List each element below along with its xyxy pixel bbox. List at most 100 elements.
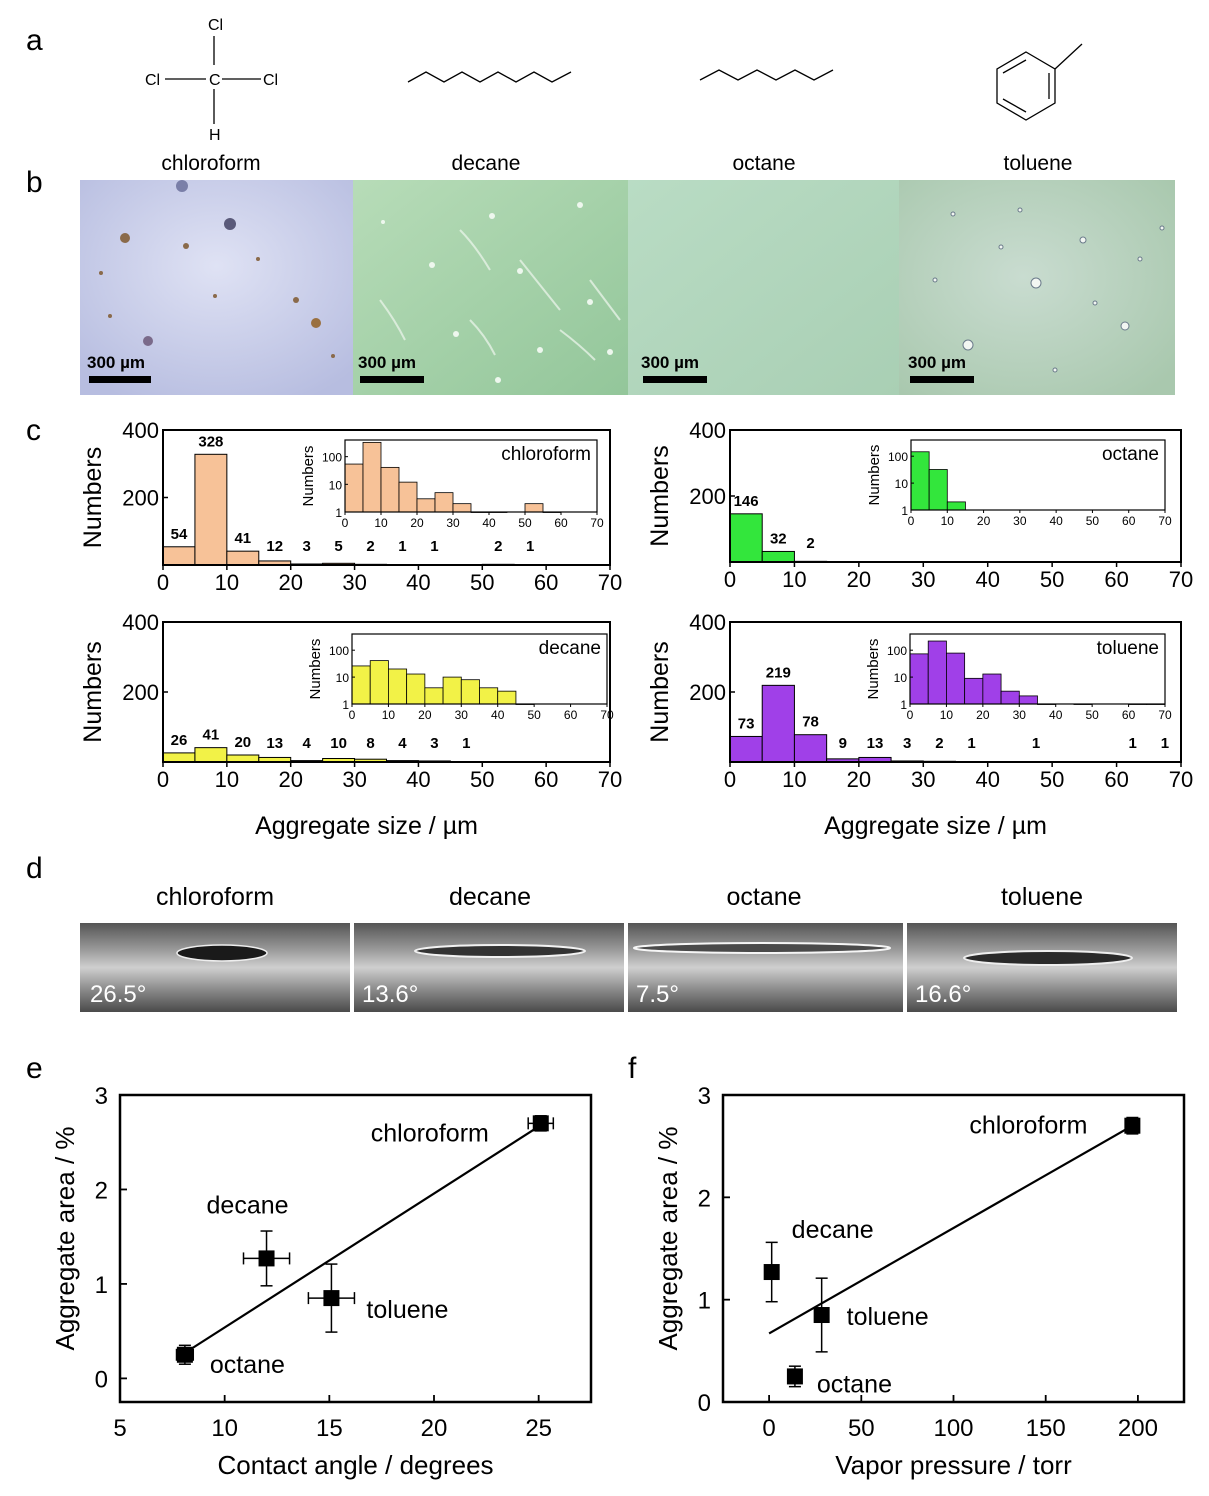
data-point-octane: octane <box>175 1344 285 1379</box>
x-tick-label: 20 <box>847 567 871 592</box>
panel-letter-c: c <box>26 414 41 447</box>
bar-count-label: 20 <box>234 734 251 751</box>
atom-label: H <box>209 127 221 144</box>
inset-bar <box>344 463 364 513</box>
panel-letter-e: e <box>26 1052 43 1085</box>
contact-label: octane <box>726 883 801 911</box>
inset-bar <box>479 687 499 705</box>
x-tick-label: 60 <box>1104 767 1128 792</box>
bar-count-label: 2 <box>366 538 374 555</box>
histogram-bar <box>194 747 228 763</box>
histogram-bar <box>761 550 795 563</box>
inset-bar <box>928 469 948 511</box>
inset-bar <box>909 653 929 705</box>
inset-y-tick-label: 100 <box>888 450 908 464</box>
inset-bar <box>351 665 371 705</box>
inset-y-tick-label: 1 <box>342 698 349 712</box>
inset-bar <box>524 503 544 513</box>
histogram-bar <box>761 684 795 763</box>
inset-frame <box>910 439 1166 511</box>
contact-label: toluene <box>1001 883 1083 911</box>
inset-x-tick-label: 40 <box>482 516 496 530</box>
scale-bar: 300 µm <box>87 353 151 383</box>
contact-label: chloroform <box>156 883 274 911</box>
inset-histogram-chloroform: 1 10 100 0 10 20 30 40 50 60 70 Numbers chloroform <box>300 439 604 530</box>
inset-x-tick-label: 10 <box>382 708 396 722</box>
x-tick-label: 30 <box>911 767 935 792</box>
x-tick-label: 50 <box>1040 767 1064 792</box>
scale-bar-label: 300 µm <box>908 353 966 372</box>
inset-x-tick-label: 10 <box>940 708 954 722</box>
inset-bar <box>406 673 426 705</box>
bar-count-label: 41 <box>234 530 251 547</box>
fit-line <box>768 1124 1133 1335</box>
inset-frame <box>351 633 608 705</box>
inset-bar <box>460 679 480 705</box>
inset-x-tick-label: 30 <box>1013 708 1027 722</box>
y-tick-label: 200 <box>689 680 726 705</box>
x-tick-label: 150 <box>1026 1415 1066 1442</box>
x-tick-label: 60 <box>534 767 558 792</box>
inset-x-tick-label: 50 <box>1085 708 1099 722</box>
scale-bar: 300 µm <box>908 353 974 383</box>
scatter-chart: 0 1 2 3 0 50 100 150 200 Vapor pressure / torr Agg… <box>653 1083 1186 1480</box>
inset-y-tick-label: 1 <box>901 504 908 518</box>
octane-structure <box>699 69 834 81</box>
inset-bar <box>434 492 454 513</box>
inset-y-tick-label: 100 <box>322 451 342 465</box>
inset-y-tick-label: 10 <box>336 671 350 685</box>
inset-bar <box>927 640 947 705</box>
bar-count-label: 3 <box>903 735 911 752</box>
bar-count-label: 5 <box>334 538 342 555</box>
atom-label: Cl <box>208 17 223 34</box>
inset-y-axis-label: Numbers <box>300 446 317 507</box>
inset-x-tick-label: 40 <box>491 708 505 722</box>
y-axis-label: Numbers <box>646 641 674 742</box>
inset-x-tick-label: 20 <box>418 708 432 722</box>
y-tick-label: 1 <box>95 1272 108 1299</box>
y-tick-label: 400 <box>689 418 726 443</box>
molecule-label: decane <box>452 152 521 175</box>
micrograph-decane <box>353 180 628 395</box>
bar-count-label: 12 <box>266 538 283 555</box>
inset-y-axis-label: Numbers <box>866 445 883 506</box>
inset-x-tick-label: 60 <box>1122 708 1136 722</box>
molecule-label: octane <box>732 152 795 175</box>
x-tick-label: 20 <box>278 767 302 792</box>
inset-y-tick-label: 1 <box>900 698 907 712</box>
inset-bar <box>982 673 1002 705</box>
y-axis-label: Numbers <box>646 445 674 546</box>
toluene-structure <box>996 43 1083 121</box>
data-point-octane: octane <box>786 1365 892 1398</box>
x-tick-label: 10 <box>782 567 806 592</box>
inset-bar <box>1000 690 1020 705</box>
contact-angle-value: 26.5° <box>90 981 146 1008</box>
inset-bar <box>910 451 930 511</box>
bar-count-label: 2 <box>935 735 943 752</box>
y-tick-label: 3 <box>698 1083 711 1110</box>
histogram-bar <box>729 735 763 763</box>
inset-x-tick-label: 40 <box>1049 708 1063 722</box>
data-point-toluene: toluene <box>307 1263 448 1333</box>
inset-y-tick-label: 100 <box>887 644 907 658</box>
point-marker <box>176 1346 193 1363</box>
x-axis-label: Aggregate size / µm <box>824 812 1047 840</box>
bar-count-label: 328 <box>198 433 223 450</box>
x-tick-label: 70 <box>598 767 622 792</box>
bar-count-label: 3 <box>430 735 438 752</box>
y-axis-label: Numbers <box>79 641 107 742</box>
bar-count-label: 8 <box>366 735 374 752</box>
point-marker <box>323 1290 340 1307</box>
point-label: octane <box>817 1370 892 1398</box>
droplet-image-chloroform: 26.5° <box>80 923 350 1012</box>
inset-x-tick-label: 60 <box>554 516 568 530</box>
y-tick-label: 2 <box>95 1177 108 1204</box>
histogram-bar <box>162 546 196 566</box>
histogram-bar <box>226 550 260 566</box>
plot-frame <box>721 1093 1186 1404</box>
inset-y-axis-label: Numbers <box>307 639 324 700</box>
x-tick-label: 10 <box>215 767 239 792</box>
inset-x-tick-label: 70 <box>590 516 604 530</box>
